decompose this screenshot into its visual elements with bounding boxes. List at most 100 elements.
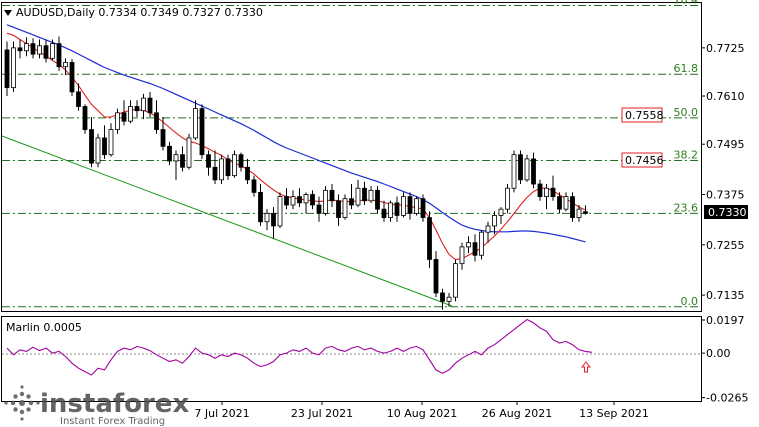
bullish-candle-body — [11, 47, 16, 89]
candle — [557, 192, 562, 214]
bullish-candle-body — [459, 246, 465, 265]
candle — [11, 41, 16, 92]
bearish-candle-body — [362, 187, 367, 202]
bullish-candle-body — [485, 225, 491, 233]
bearish-candle-body — [199, 108, 205, 156]
fib-level-label: 23.6 — [674, 201, 699, 214]
fib-level-label: 50.0 — [674, 106, 699, 119]
bullish-candle-body — [563, 196, 569, 210]
candle — [310, 190, 315, 210]
bearish-candle-body — [329, 189, 335, 202]
bearish-candle-body — [212, 166, 218, 181]
bullish-candle-body — [277, 196, 283, 227]
bearish-candle-body — [225, 158, 231, 177]
candle — [550, 175, 556, 201]
candle — [303, 192, 309, 214]
candle — [414, 196, 419, 216]
candle — [128, 100, 133, 124]
bearish-candle-body — [4, 49, 10, 89]
candle — [498, 207, 504, 224]
oscillator-axis: 0.0197 0.00 -0.0265 — [701, 314, 748, 405]
candle — [446, 292, 452, 307]
price-marker-upper-label: 0.7558 — [625, 109, 664, 122]
price-marker-lower-label: 0.7456 — [625, 154, 664, 167]
fibonacci-levels: 76.4 61.8 50.0 38.2 23.6 0.0 — [2, 0, 701, 308]
current-price-label: 0.7330 — [708, 206, 747, 219]
candle — [388, 200, 393, 222]
candle — [63, 58, 68, 76]
bullish-candle-body — [446, 296, 452, 302]
price-tick-label: 0.7610 — [706, 90, 745, 103]
bullish-candle-body — [453, 263, 458, 298]
candle — [30, 38, 36, 59]
candle — [154, 100, 159, 134]
candle — [238, 152, 244, 172]
candle — [537, 179, 543, 201]
bullish-candle-body — [401, 196, 406, 216]
candle — [524, 154, 530, 182]
candle — [336, 194, 341, 226]
price-marker-upper: 0.7558 — [621, 107, 664, 123]
candle — [511, 150, 517, 193]
symbol-header: AUDUSD,Daily 0.7334 0.7349 0.7327 0.7330 — [16, 6, 263, 19]
main-panel-frame — [1, 2, 702, 312]
bearish-candle-body — [427, 217, 432, 260]
candle — [271, 207, 276, 239]
candle — [186, 133, 192, 170]
candle — [199, 104, 205, 159]
candle — [544, 184, 549, 210]
bearish-candle-body — [284, 196, 289, 206]
candle — [232, 150, 237, 178]
candle — [69, 59, 75, 97]
candle — [56, 36, 62, 71]
bullish-candle-body — [388, 202, 393, 218]
bullish-candle-body — [173, 154, 179, 162]
price-tick-label: 0.7135 — [706, 289, 745, 302]
candle — [258, 184, 263, 226]
bearish-candle-body — [297, 196, 302, 204]
bearish-candle-body — [238, 154, 244, 168]
candle — [375, 186, 380, 214]
candle — [24, 37, 29, 57]
instaforex-logo: instaforex Instant Forex Trading — [4, 385, 190, 427]
candle — [115, 108, 120, 134]
candle — [219, 154, 224, 185]
bullish-candle-body — [95, 137, 101, 164]
candle — [368, 186, 374, 203]
candle — [362, 181, 367, 205]
bearish-candle-body — [160, 129, 166, 147]
candle — [355, 179, 361, 208]
candle — [440, 288, 445, 310]
bearish-candle-body — [258, 192, 263, 223]
bearish-candle-body — [271, 212, 276, 227]
candle — [193, 100, 198, 141]
candle — [479, 230, 484, 260]
watermark-tagline: Instant Forex Trading — [60, 416, 165, 427]
bullish-candle-body — [232, 154, 237, 177]
candle — [160, 116, 166, 151]
candle — [401, 192, 406, 218]
candle — [485, 221, 491, 243]
bullish-candle-body — [24, 43, 29, 52]
candle — [407, 192, 413, 220]
bullish-candle-body — [141, 97, 146, 112]
bearish-candle-body — [245, 166, 250, 181]
date-tick-label: 13 Sep 2021 — [579, 407, 649, 420]
bullish-candle-body — [524, 158, 530, 181]
bullish-candle-body — [50, 43, 55, 59]
bullish-candle-body — [290, 196, 296, 206]
candle — [472, 234, 478, 262]
candle — [505, 184, 510, 214]
bullish-candle-body — [219, 158, 224, 181]
bearish-candle-body — [69, 62, 75, 93]
bullish-candle-body — [355, 187, 361, 206]
candle — [459, 242, 465, 270]
candlestick-series — [4, 36, 588, 310]
bearish-candle-body — [440, 292, 445, 302]
candle — [290, 190, 296, 210]
candle — [342, 194, 348, 220]
bearish-candle-body — [121, 112, 127, 122]
candle — [167, 142, 172, 166]
trendline[interactable] — [1, 135, 453, 307]
dropdown-triangle-icon[interactable] — [4, 10, 12, 16]
